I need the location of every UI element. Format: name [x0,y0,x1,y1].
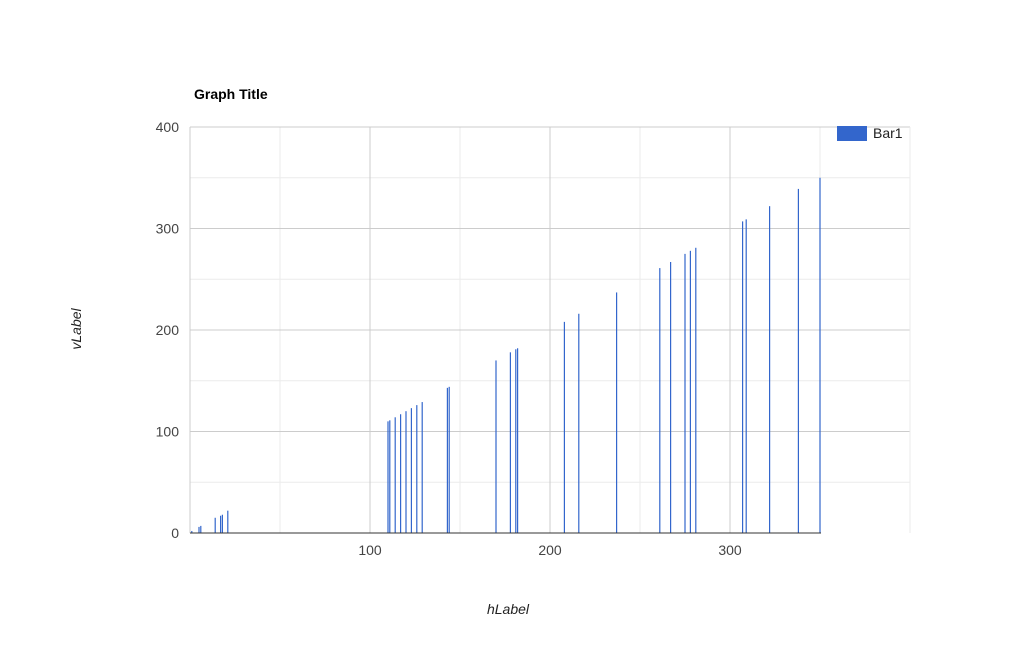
bar [191,530,193,533]
bar [495,360,497,533]
x-tick-label: 100 [358,542,382,558]
bar [227,510,229,533]
bar [684,253,686,533]
bar [659,268,661,533]
legend: Bar1 [837,125,903,141]
bar [394,417,396,533]
bar [616,292,618,533]
x-tick-label: 300 [718,542,742,558]
bar [745,219,747,534]
bar [689,250,691,533]
legend-label: Bar1 [873,125,903,141]
bar [221,514,223,533]
legend-swatch [837,126,867,141]
bar [695,247,697,533]
y-axis-title: vLabel [68,307,84,349]
x-axis-title: hLabel [487,601,530,617]
bar [410,408,412,533]
y-tick-label: 100 [156,424,180,440]
grid [189,126,911,533]
bar [400,414,402,533]
chart-title: Graph Title [194,86,268,102]
bar [214,517,216,533]
bars [191,177,821,534]
bar [421,402,423,533]
bar [819,177,821,533]
bar [797,188,799,534]
bar [220,515,222,533]
bar [446,387,448,533]
bar [448,386,450,533]
bar [515,349,517,533]
bar [742,221,744,533]
bar [563,321,565,533]
bar [416,405,418,533]
y-tick-label: 300 [156,221,180,237]
y-tick-label: 200 [156,322,180,338]
bar [517,348,519,533]
axes: 100 200 300 0 100 200 300 400 [156,119,821,558]
bar [578,313,580,533]
y-tick-label: 400 [156,119,180,135]
bar [670,261,672,533]
bar [769,206,771,534]
bar [405,411,407,533]
bar [200,525,202,533]
bar [387,421,389,533]
bar [389,420,391,533]
x-tick-label: 200 [538,542,562,558]
bar [509,352,511,533]
y-tick-label: 0 [171,525,179,541]
bar [198,526,200,533]
